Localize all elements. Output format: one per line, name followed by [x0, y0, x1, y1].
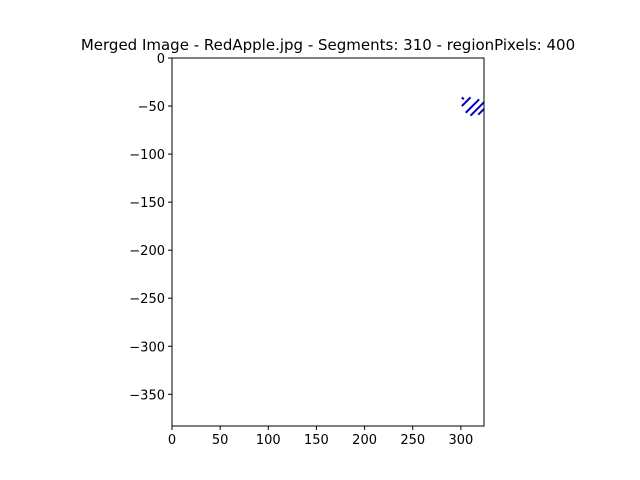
y-tick-label: −350 — [129, 388, 165, 403]
data-layer — [461, 96, 485, 117]
y-tick-label: −100 — [129, 148, 165, 163]
y-tick-label: −250 — [129, 292, 165, 307]
x-tick-label: 250 — [400, 433, 425, 448]
x-tick-label: 50 — [212, 433, 229, 448]
y-tick-label: 0 — [157, 52, 165, 67]
region-hatch-line — [469, 101, 485, 117]
plot-frame — [171, 57, 485, 427]
x-tick-label: 150 — [304, 433, 329, 448]
y-tick-label: −150 — [129, 196, 165, 211]
region-hatch-line — [461, 96, 465, 101]
chart-title: Merged Image - RedApple.jpg - Segments: … — [81, 36, 575, 54]
x-axis: 0 50 100 150 200 250 300 — [168, 426, 473, 448]
x-tick-label: 300 — [448, 433, 473, 448]
x-tick-label: 200 — [352, 433, 377, 448]
region-hatch-line — [461, 96, 472, 107]
y-tick-label: −200 — [129, 244, 165, 259]
x-tick-label: 0 — [168, 433, 176, 448]
y-tick-label: −50 — [138, 100, 165, 115]
x-tick-label: 100 — [256, 433, 281, 448]
y-tick-label: −300 — [129, 340, 165, 355]
region-hatch-line — [464, 98, 480, 114]
region-hatch-line — [477, 108, 485, 116]
y-axis: 0 −50 −100 −150 −200 −250 −300 −350 — [129, 52, 172, 403]
